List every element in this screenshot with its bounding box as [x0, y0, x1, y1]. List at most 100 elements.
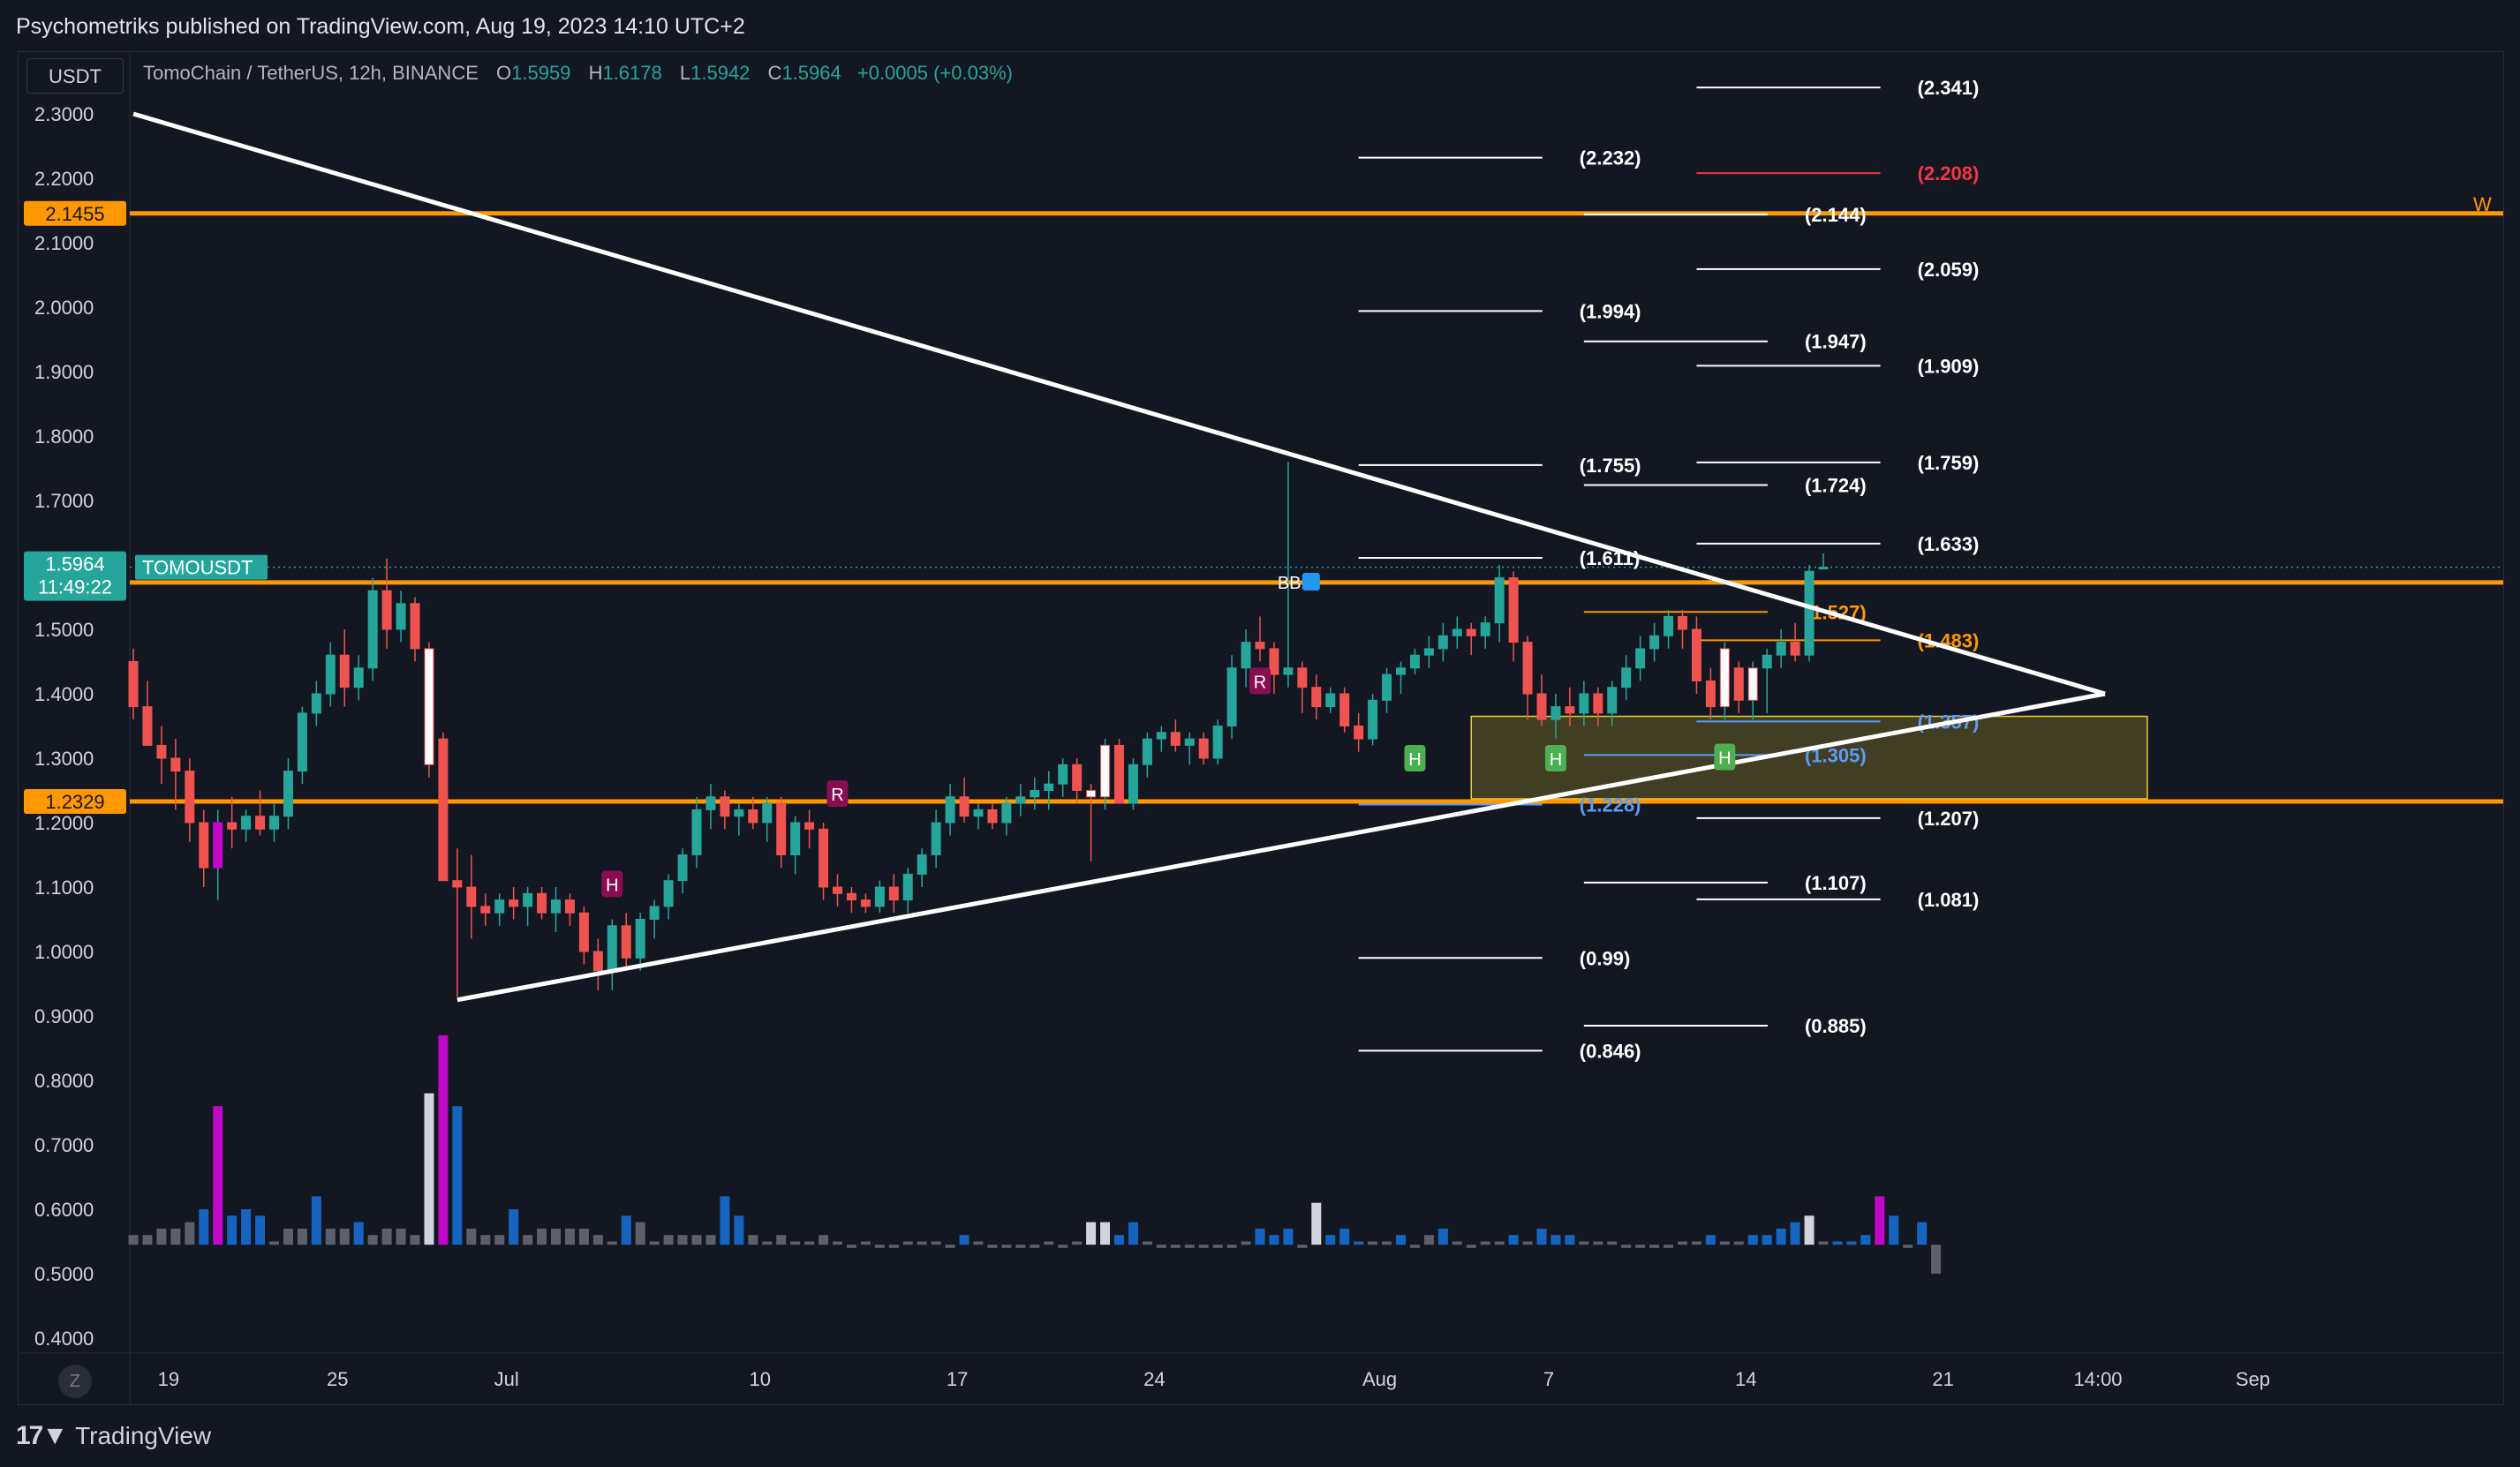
candle-body [523, 892, 533, 907]
candle-body [1621, 667, 1632, 688]
legend-open-label: O [496, 62, 512, 84]
volume-bar [1550, 1235, 1561, 1245]
volume-bar [1297, 1245, 1308, 1248]
volume-bar [269, 1241, 279, 1245]
candle-body [578, 912, 589, 952]
candle-body [537, 892, 547, 914]
candle-body [1536, 693, 1547, 720]
fib-level-label: (1.724) [1805, 474, 1867, 496]
currency-selector-button[interactable]: USDT [26, 58, 124, 94]
volume-bar [1607, 1241, 1618, 1245]
fib-level-label: (1.633) [1918, 533, 1980, 555]
candle-body [1325, 693, 1336, 708]
volume-bar [1494, 1241, 1505, 1245]
candle-body [452, 880, 463, 888]
volume-bar [1691, 1241, 1701, 1245]
candle-body [705, 796, 716, 810]
current-price-value: 1.5964 [45, 553, 104, 576]
symbol-legend: TomoChain / TetherUS, 12h, BINANCE O1.59… [143, 62, 1013, 85]
candle-body [1705, 680, 1716, 708]
volume-bar [987, 1245, 998, 1248]
x-tick-label: 7 [1543, 1368, 1554, 1390]
volume-bar [311, 1196, 321, 1245]
x-tick-label: 21 [1932, 1368, 1953, 1390]
candle-body [128, 661, 139, 708]
candle-body [804, 822, 815, 830]
candle-body [509, 899, 519, 907]
volume-bar [185, 1222, 195, 1245]
candle-body [396, 603, 406, 630]
candle-body [1678, 615, 1687, 630]
volume-bar [649, 1241, 660, 1245]
pattern-badge [1544, 745, 1566, 771]
volume-bar [1579, 1241, 1589, 1245]
volume-bar [621, 1215, 631, 1245]
candle-body [874, 886, 885, 907]
legend-symbol[interactable]: TomoChain / TetherUS, 12h, BINANCE [143, 62, 479, 84]
candle-body [156, 744, 167, 759]
candle-body [1114, 744, 1124, 804]
candle-body [902, 873, 913, 901]
volume-bar [537, 1228, 547, 1245]
bb-tag-label: BB [1278, 574, 1301, 593]
volume-bar [1226, 1245, 1237, 1248]
volume-bar [551, 1228, 561, 1245]
volume-bar [1001, 1245, 1012, 1248]
fib-level-label: (1.081) [1918, 889, 1980, 911]
candle-body [987, 809, 998, 824]
candle-body [833, 886, 842, 894]
fib-level-label: (1.207) [1918, 808, 1980, 830]
price-chart[interactable]: 2.3000 2.2000 2.1000 2.0000 1.9000 1.8000 1.70… [19, 52, 2504, 1405]
chart-frame[interactable]: 2.3000 2.2000 2.1000 2.0000 1.9000 1.8000 1.70… [18, 51, 2504, 1405]
fib-level-label: (1.909) [1918, 355, 1980, 377]
volume-bar [128, 1235, 139, 1245]
x-tick-label: 25 [327, 1368, 348, 1390]
tradingview-logo[interactable]: 17▼ TradingView [16, 1421, 211, 1451]
candle-body [1579, 693, 1589, 714]
volume-bar [1015, 1245, 1026, 1248]
volume-bar [227, 1215, 238, 1245]
legend-open: 1.5959 [511, 62, 571, 84]
candle-body [1607, 687, 1618, 714]
candle-body [381, 590, 392, 630]
legend-low: 1.5942 [690, 62, 751, 84]
volume-bar [902, 1241, 913, 1245]
candle-body [1649, 635, 1660, 650]
volume-bar [1128, 1222, 1138, 1245]
volume-bar [1649, 1245, 1660, 1248]
volume-bar [1044, 1241, 1054, 1245]
fib-level-label: (2.208) [1918, 162, 1980, 184]
fib-level-label: (2.232) [1580, 147, 1641, 169]
volume-bar [1917, 1222, 1928, 1245]
volume-bar [438, 1034, 449, 1245]
volume-bar [607, 1241, 617, 1245]
candle-body [1269, 648, 1279, 675]
candle-body [438, 738, 449, 882]
y-tick-label: 0.9000 [34, 1005, 94, 1027]
candle-body [931, 822, 941, 855]
volume-bar [860, 1241, 871, 1245]
pattern-badge-label: H [1550, 750, 1562, 770]
volume-bar [1437, 1228, 1448, 1245]
volume-bar [804, 1241, 815, 1245]
footer [0, 1405, 2520, 1467]
candle-body [1368, 699, 1378, 740]
candle-body [410, 603, 420, 650]
volume-bar [762, 1241, 773, 1245]
volume-bar [1184, 1245, 1195, 1248]
candle-body [367, 590, 378, 669]
x-tick-label: 14 [1735, 1368, 1756, 1390]
candle-body [1283, 667, 1294, 675]
candle-body [1170, 732, 1181, 746]
volume-bar [1747, 1235, 1758, 1245]
candle-body [424, 648, 434, 765]
timezone-button[interactable]: Z [58, 1365, 92, 1398]
volume-bar [1931, 1245, 1942, 1274]
y-tick-label: 0.4000 [34, 1328, 94, 1350]
volume-bar [720, 1196, 730, 1245]
volume-bar [1776, 1228, 1786, 1245]
candle-body [551, 899, 561, 914]
volume-bar [1382, 1241, 1392, 1245]
candle-body [213, 822, 223, 869]
candle-body [1212, 726, 1223, 759]
